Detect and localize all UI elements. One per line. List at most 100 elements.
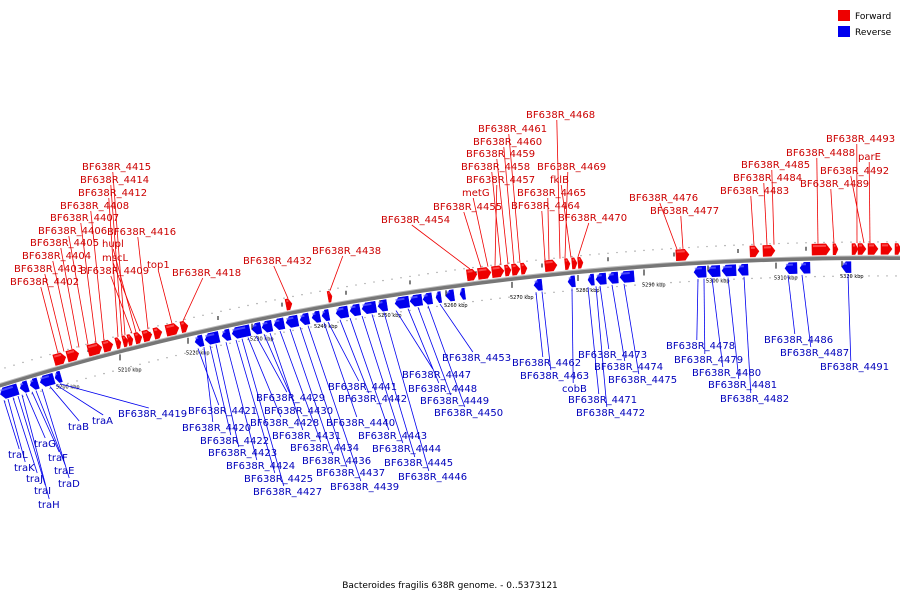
- track-dot-bottom: [778, 276, 780, 279]
- track-dot-top: [679, 247, 681, 249]
- forward-gene: [564, 258, 571, 270]
- track-dot-bottom: [346, 319, 348, 322]
- forward-leader-lines: [40, 119, 871, 354]
- forward-gene: [65, 348, 80, 363]
- track-dot-bottom: [319, 324, 321, 327]
- forward-gene-label: BF638R_4412: [78, 188, 147, 199]
- track-dot-top: [580, 254, 582, 257]
- reverse-gene-label: BF638R_4462: [512, 358, 581, 369]
- forward-gene-label: BF638R_4408: [60, 201, 129, 212]
- forward-gene: [504, 264, 512, 277]
- track-dot-bottom: [121, 368, 123, 370]
- reverse-leader-line: [323, 322, 358, 418]
- reverse-gene: [251, 322, 263, 335]
- forward-leader-line: [108, 197, 119, 337]
- forward-gene: [520, 262, 528, 275]
- track-dot-top: [67, 348, 69, 351]
- track-dot-bottom: [508, 296, 510, 298]
- track-dot-top: [535, 259, 537, 261]
- forward-gene: [511, 263, 521, 276]
- track-dot-top: [607, 252, 609, 254]
- reverse-gene-label: BF638R_4446: [398, 472, 467, 483]
- track-dot-top: [22, 361, 24, 364]
- track-dot-top: [760, 243, 762, 245]
- track-dot-bottom: [805, 276, 807, 278]
- forward-gene: [164, 323, 180, 337]
- track-dot-top: [643, 249, 645, 252]
- track-dot-bottom: [625, 285, 627, 287]
- scale-tick-label: 5300 kbp: [706, 278, 730, 284]
- track-dot-bottom: [364, 316, 366, 319]
- track-dot-bottom: [544, 292, 546, 294]
- track-dot-top: [715, 245, 717, 247]
- track-dot-top: [481, 265, 483, 268]
- reverse-gene-label: BF638R_4453: [442, 353, 511, 364]
- forward-gene-label: BF638R_4469: [537, 162, 606, 173]
- track-dot-top: [409, 275, 411, 278]
- track-dot-bottom: [463, 302, 465, 304]
- track-dot-top: [373, 281, 375, 283]
- forward-leader-line: [80, 222, 97, 343]
- reverse-leader-line: [215, 344, 240, 448]
- reverse-leader-line: [847, 274, 852, 362]
- track-dot-top: [517, 261, 519, 263]
- reverse-leader-line: [349, 317, 390, 431]
- track-dot-top: [247, 304, 249, 307]
- track-dot-bottom: [706, 279, 708, 282]
- track-dot-top: [454, 269, 456, 271]
- reverse-gene-label: traK: [14, 463, 35, 474]
- track-dot-top: [265, 301, 267, 303]
- reverse-leader-line: [235, 339, 276, 474]
- reverse-leader-line: [361, 315, 404, 444]
- reverse-gene-label: BF638R_4425: [244, 474, 313, 485]
- reverse-gene: [567, 275, 576, 288]
- forward-leader-line: [273, 265, 289, 299]
- track-dot-top: [841, 241, 843, 243]
- track-dot-bottom: [220, 344, 222, 346]
- forward-leader-line: [329, 255, 344, 291]
- forward-gene: [326, 290, 333, 303]
- scale-tick-label: 5260 kbp: [444, 303, 468, 309]
- forward-gene-label: BF638R_4477: [650, 206, 719, 217]
- reverse-gene: [39, 372, 56, 387]
- reverse-gene: [194, 334, 205, 347]
- track-dot-bottom: [598, 287, 600, 289]
- reverse-gene-label: BF638R_4428: [250, 418, 319, 429]
- reverse-leader-line: [3, 400, 20, 450]
- track-dot-bottom: [238, 340, 240, 343]
- forward-gene-label: BF638R_4476: [629, 193, 698, 204]
- genome-caption: Bacteroides fragilis 638R genome. - 0..5…: [342, 581, 558, 591]
- forward-gene-label: parE: [858, 152, 881, 163]
- forward-leader-line: [771, 169, 775, 245]
- reverse-gene-label: BF638R_4472: [576, 408, 645, 419]
- track-dot-bottom: [886, 275, 888, 277]
- reverse-gene-label: traH: [38, 500, 60, 511]
- reverse-leader-line: [35, 390, 66, 466]
- track-dot-bottom: [661, 282, 663, 284]
- track-dot-top: [895, 241, 897, 243]
- track-dot-bottom: [850, 275, 852, 277]
- reverse-gene-label: traI: [34, 486, 51, 497]
- reverse-gene: [587, 273, 595, 286]
- track-dot-bottom: [679, 281, 681, 283]
- reverse-leader-line: [197, 348, 220, 406]
- track-dot-top: [571, 255, 573, 258]
- track-dot-bottom: [229, 342, 231, 345]
- track-dot-top: [238, 306, 240, 309]
- reverse-gene: [422, 292, 434, 305]
- track-dot-top: [724, 244, 726, 247]
- forward-gene-label: BF638R_4488: [786, 148, 855, 159]
- reverse-gene: [261, 319, 274, 333]
- forward-gene-label: BF638R_4418: [172, 268, 241, 279]
- track-dot-top: [706, 245, 708, 248]
- forward-gene-label: BF638R_4406: [38, 226, 107, 237]
- reverse-leader-line: [263, 334, 296, 406]
- reverse-gene-label: BF638R_4419: [118, 409, 187, 420]
- track-dot-bottom: [526, 294, 528, 296]
- track-dot-top: [463, 268, 465, 270]
- track-dot-top: [472, 266, 474, 269]
- forward-gene-label: BF638R_4438: [312, 246, 381, 257]
- track-dot-bottom: [895, 275, 897, 277]
- track-dot-top: [598, 253, 600, 255]
- track-dot-top: [148, 327, 150, 329]
